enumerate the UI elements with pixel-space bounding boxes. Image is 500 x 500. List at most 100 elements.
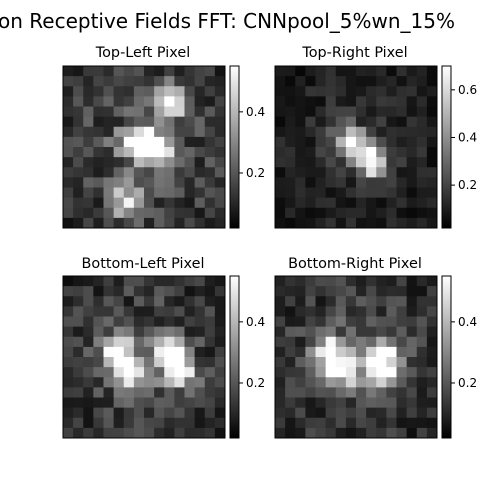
heatmap-cell bbox=[214, 157, 226, 168]
heatmap-cell bbox=[174, 197, 185, 209]
heatmap-cell bbox=[356, 66, 367, 77]
heatmap-cell bbox=[204, 106, 216, 118]
heatmap-cell bbox=[275, 316, 286, 328]
heatmap-cell bbox=[113, 336, 125, 348]
heatmap-cell bbox=[123, 286, 135, 297]
heatmap-cell bbox=[426, 86, 438, 97]
heatmap-cell bbox=[275, 276, 286, 287]
heatmap-cell bbox=[305, 367, 316, 378]
heatmap-cell bbox=[396, 417, 408, 429]
heatmap-cell bbox=[194, 106, 206, 118]
heatmap-cell bbox=[426, 336, 438, 348]
heatmap-cell bbox=[416, 367, 428, 378]
heatmap-cell bbox=[83, 427, 94, 439]
heatmap-cell bbox=[204, 66, 216, 77]
heatmap-cell bbox=[416, 217, 428, 229]
heatmap-cell bbox=[113, 187, 125, 199]
heatmap-cell bbox=[123, 296, 135, 307]
heatmap-cell bbox=[164, 326, 175, 338]
heatmap-cell bbox=[83, 177, 94, 188]
heatmap-cell bbox=[376, 207, 387, 219]
heatmap-cell bbox=[164, 66, 175, 77]
heatmap-cell bbox=[305, 116, 316, 128]
heatmap-cell bbox=[93, 76, 104, 87]
heatmap-cell bbox=[63, 96, 74, 107]
heatmap-cell bbox=[204, 76, 216, 87]
heatmap-cell bbox=[285, 316, 296, 328]
heatmap-cell bbox=[325, 126, 337, 138]
heatmap-cell bbox=[285, 407, 296, 419]
heatmap-cell bbox=[204, 397, 216, 409]
heatmap-cell bbox=[315, 316, 327, 328]
heatmap-cell bbox=[366, 326, 377, 338]
heatmap-cell bbox=[285, 76, 296, 87]
heatmap-cell bbox=[103, 136, 115, 148]
heatmap-cell bbox=[184, 336, 196, 348]
heatmap-cell bbox=[63, 397, 74, 409]
heatmap-cell bbox=[305, 417, 316, 429]
heatmap-cell bbox=[123, 147, 135, 158]
heatmap-cell bbox=[93, 126, 104, 138]
heatmap-cell bbox=[83, 197, 94, 209]
heatmap-cell bbox=[426, 177, 438, 188]
heatmap-cell bbox=[295, 387, 306, 398]
heatmap-cell bbox=[386, 316, 397, 328]
heatmap-cell bbox=[376, 306, 387, 317]
heatmap-cell bbox=[133, 357, 145, 368]
heatmap-cell bbox=[103, 417, 115, 429]
heatmap-cell bbox=[144, 197, 155, 209]
heatmap-cell bbox=[73, 326, 84, 338]
heatmap-cell bbox=[214, 197, 226, 209]
heatmap-cell bbox=[73, 157, 84, 168]
heatmap-cell bbox=[184, 367, 196, 378]
heatmap-cell bbox=[335, 407, 347, 419]
heatmap-cell bbox=[83, 387, 94, 398]
heatmap-cell bbox=[103, 357, 115, 368]
heatmap-cell bbox=[73, 66, 84, 77]
heatmap-cell bbox=[144, 217, 155, 229]
heatmap-cell bbox=[123, 367, 135, 378]
heatmap-cell bbox=[356, 276, 367, 287]
heatmap-cell bbox=[315, 367, 327, 378]
heatmap-cell bbox=[356, 367, 367, 378]
heatmap-cell bbox=[123, 86, 135, 97]
heatmap-cell bbox=[275, 417, 286, 429]
heatmap-cell bbox=[285, 377, 296, 388]
heatmap-cell bbox=[93, 367, 104, 378]
heatmap-cell bbox=[325, 417, 337, 429]
heatmap-cell bbox=[113, 387, 125, 398]
heatmap-cell bbox=[426, 306, 438, 317]
heatmap-cell bbox=[214, 276, 226, 287]
heatmap-cell bbox=[93, 197, 104, 209]
heatmap-cell bbox=[194, 316, 206, 328]
heatmap-cell bbox=[83, 136, 94, 148]
heatmap-cell bbox=[174, 286, 185, 297]
heatmap-cell bbox=[123, 177, 135, 188]
heatmap-cell bbox=[154, 397, 165, 409]
heatmap-cell bbox=[335, 177, 347, 188]
heatmap-cell bbox=[214, 407, 226, 419]
heatmap-cell bbox=[174, 397, 185, 409]
heatmap-cell bbox=[315, 286, 327, 297]
heatmap-cell bbox=[335, 397, 347, 409]
heatmap-cell bbox=[335, 187, 347, 199]
heatmap-cell bbox=[305, 326, 316, 338]
heatmap-cell bbox=[356, 157, 367, 168]
heatmap-cell bbox=[275, 106, 286, 118]
heatmap-cell bbox=[174, 126, 185, 138]
heatmap-cell bbox=[164, 367, 175, 378]
heatmap-cell bbox=[174, 217, 185, 229]
heatmap-cell bbox=[103, 286, 115, 297]
heatmap-cell bbox=[204, 207, 216, 219]
heatmap-cell bbox=[63, 187, 74, 199]
heatmap-cell bbox=[83, 96, 94, 107]
heatmap-cell bbox=[174, 76, 185, 87]
heatmap-cell bbox=[426, 367, 438, 378]
heatmap-cell bbox=[194, 167, 206, 178]
heatmap-cell bbox=[335, 167, 347, 178]
heatmap-cell bbox=[83, 167, 94, 178]
heatmap-cell bbox=[113, 407, 125, 419]
heatmap-cell bbox=[214, 296, 226, 307]
heatmap-cell bbox=[295, 126, 306, 138]
heatmap-cell bbox=[194, 286, 206, 297]
